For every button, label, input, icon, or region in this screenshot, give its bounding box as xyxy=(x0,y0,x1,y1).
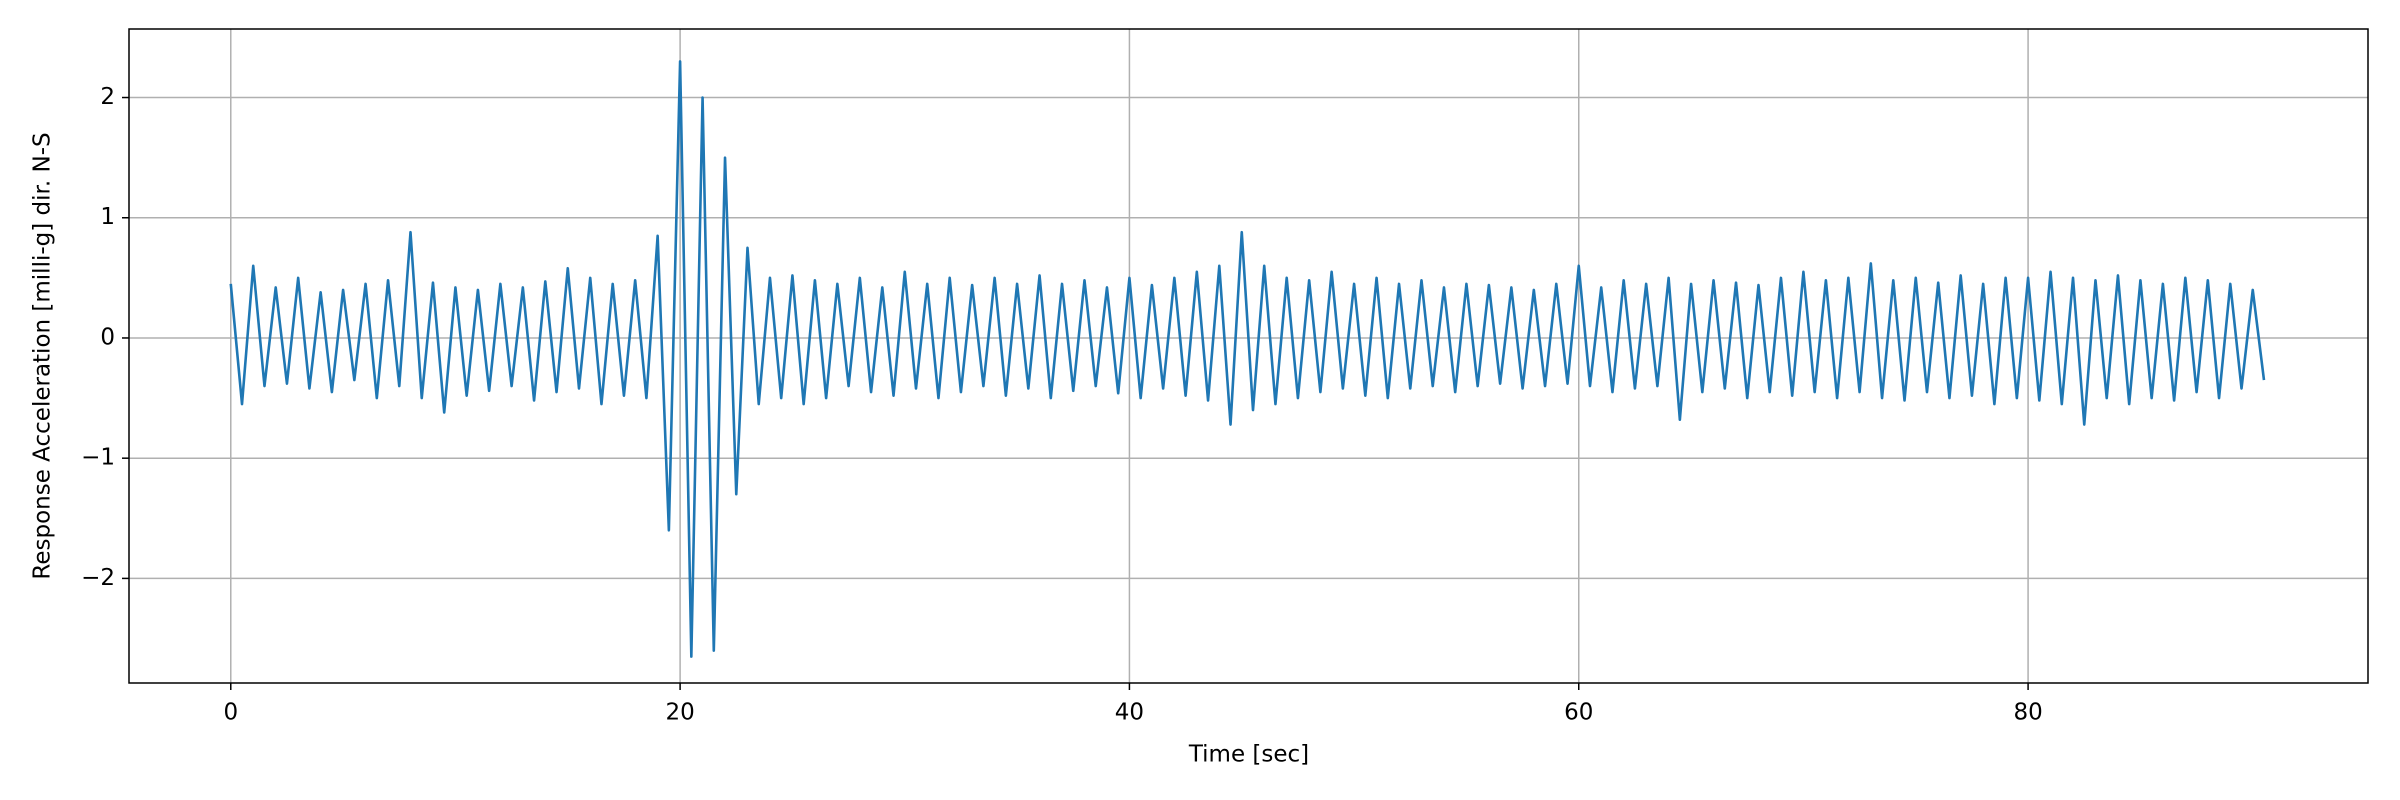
x-tick-label: 40 xyxy=(1115,700,1144,726)
x-tick-label: 80 xyxy=(2013,700,2042,726)
x-tick-label: 0 xyxy=(223,700,238,726)
y-tick-label: 2 xyxy=(100,84,115,110)
y-axis-label: Response Acceleration [milli-g] dir. N-S xyxy=(30,132,56,579)
y-tick-label: −2 xyxy=(81,565,115,591)
x-axis-label: Time [sec] xyxy=(1188,742,1309,768)
y-tick-label: 0 xyxy=(100,324,115,350)
data-line xyxy=(229,60,2266,658)
y-tick-label: 1 xyxy=(100,204,115,230)
x-tick-label: 60 xyxy=(1564,700,1593,726)
plot-frame xyxy=(128,28,2369,684)
y-tick-label: −1 xyxy=(81,445,115,471)
x-tick-label: 20 xyxy=(665,700,694,726)
